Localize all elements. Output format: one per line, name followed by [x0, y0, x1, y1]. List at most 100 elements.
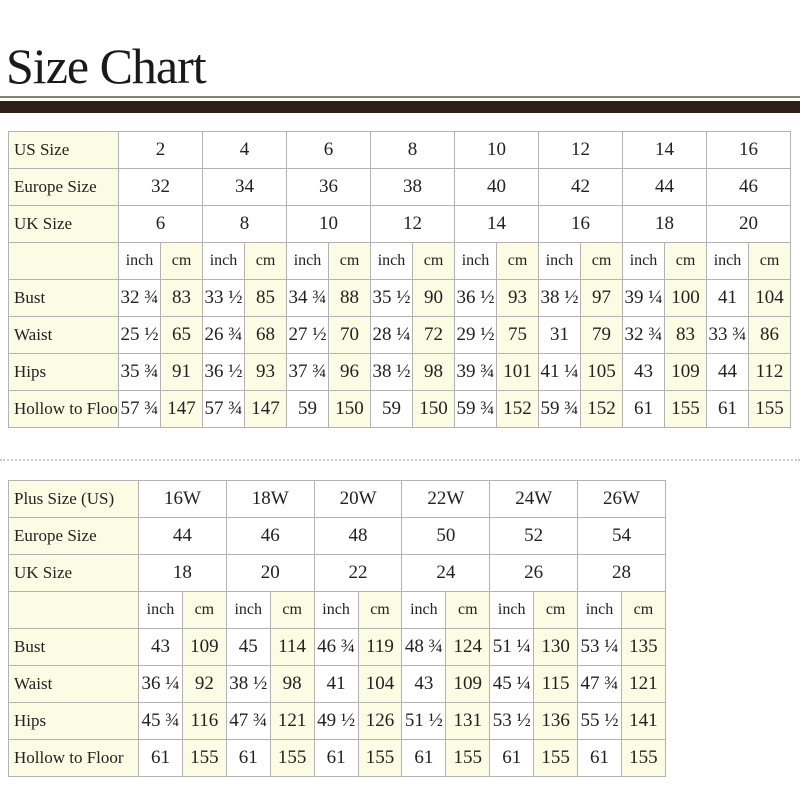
inch-value: 36 ½ [202, 353, 245, 391]
cm-value: 155 [445, 739, 491, 777]
cm-value: 130 [533, 628, 579, 666]
inch-value: 61 [401, 739, 447, 777]
row-label: Waist [8, 665, 139, 703]
cm-value: 83 [664, 316, 707, 354]
unit-cm: cm [269, 591, 315, 629]
size-cell: 16W [138, 480, 227, 518]
inch-value: 57 ¾ [118, 390, 161, 428]
inch-value: 45 [225, 628, 271, 666]
cm-value: 79 [580, 316, 623, 354]
inch-value: 55 ½ [577, 702, 622, 740]
size-cell: 44 [138, 517, 227, 555]
size-cell: 46 [225, 517, 315, 555]
cm-value: 147 [160, 390, 203, 428]
cm-value: 96 [328, 353, 371, 391]
size-cell: 10 [454, 131, 539, 169]
cm-value: 141 [620, 702, 666, 740]
unit-row-label [8, 242, 119, 280]
cm-value: 109 [445, 665, 491, 703]
size-cell: 50 [401, 517, 491, 555]
size-cell: 20W [313, 480, 403, 518]
inch-value: 59 ¾ [454, 390, 497, 428]
cm-value: 98 [412, 353, 455, 391]
size-cell: 26W [577, 480, 666, 518]
inch-value: 29 ½ [454, 316, 497, 354]
inch-value: 61 [706, 390, 749, 428]
unit-row: inch cm inch cm inch cm inch cm inch cm inch cm [8, 591, 666, 629]
unit-cm: cm [533, 591, 579, 629]
unit-cm: cm [620, 591, 666, 629]
unit-row: inch cm inch cm inch cm inch cm inch cm inch cm inch… [8, 242, 791, 280]
unit-row-label [8, 591, 139, 629]
measurement-row: Waist 36 ¼ 92 38 ½ 98 41 104 43 109 45 ¼ 115 47 ¾ 12… [8, 665, 666, 703]
measurement-row: Hips 45 ¾ 116 47 ¾ 121 49 ½ 126 51 ½ 131 53 ½ 136 5… [8, 702, 666, 740]
row-label: Hips [8, 353, 119, 391]
inch-value: 32 ¾ [622, 316, 665, 354]
inch-value: 36 ¼ [138, 665, 183, 703]
size-cell: 24 [401, 554, 491, 592]
size-cell: 20 [225, 554, 315, 592]
unit-inch: inch [577, 591, 622, 629]
header-row: Europe Size 32 34 36 38 40 42 44 46 [8, 168, 791, 206]
inch-value: 51 ¼ [489, 628, 535, 666]
size-cell: 22 [313, 554, 403, 592]
size-cell: 18 [622, 205, 707, 243]
unit-cm: cm [357, 591, 403, 629]
unit-cm: cm [412, 242, 455, 280]
inch-value: 57 ¾ [202, 390, 245, 428]
cm-value: 131 [445, 702, 491, 740]
size-cell: 16 [706, 131, 791, 169]
size-cell: 8 [370, 131, 455, 169]
size-cell: 14 [622, 131, 707, 169]
measurement-row: Bust 32 ¾ 83 33 ½ 85 34 ¾ 88 35 ½ 90 36 ½ 93 38 ½ 97… [8, 279, 791, 317]
size-cell: 18 [138, 554, 227, 592]
inch-value: 36 ½ [454, 279, 497, 317]
cm-value: 121 [620, 665, 666, 703]
inch-value: 61 [138, 739, 183, 777]
inch-value: 27 ½ [286, 316, 329, 354]
cm-value: 150 [328, 390, 371, 428]
cm-value: 150 [412, 390, 455, 428]
cm-value: 155 [533, 739, 579, 777]
unit-inch: inch [622, 242, 665, 280]
inch-value: 61 [489, 739, 535, 777]
size-cell: 36 [286, 168, 371, 206]
cm-value: 109 [664, 353, 707, 391]
size-cell: 6 [118, 205, 203, 243]
unit-inch: inch [118, 242, 161, 280]
inch-value: 51 ½ [401, 702, 447, 740]
unit-cm: cm [181, 591, 227, 629]
page-title: Size Chart [6, 38, 207, 94]
inch-value: 43 [401, 665, 447, 703]
row-label: Europe Size [8, 168, 119, 206]
cm-value: 75 [496, 316, 539, 354]
size-cell: 12 [370, 205, 455, 243]
inch-value: 44 [706, 353, 749, 391]
cm-value: 90 [412, 279, 455, 317]
size-cell: 14 [454, 205, 539, 243]
cm-value: 104 [357, 665, 403, 703]
cm-value: 105 [580, 353, 623, 391]
size-cell: 2 [118, 131, 203, 169]
inch-value: 43 [138, 628, 183, 666]
cm-value: 155 [181, 739, 227, 777]
inch-value: 41 ¼ [538, 353, 581, 391]
cm-value: 97 [580, 279, 623, 317]
cm-value: 85 [244, 279, 287, 317]
cm-value: 65 [160, 316, 203, 354]
inch-value: 33 ¾ [706, 316, 749, 354]
cm-value: 155 [748, 390, 791, 428]
inch-value: 34 ¾ [286, 279, 329, 317]
inch-value: 25 ½ [118, 316, 161, 354]
cm-value: 68 [244, 316, 287, 354]
cm-value: 114 [269, 628, 315, 666]
unit-cm: cm [664, 242, 707, 280]
inch-value: 53 ½ [489, 702, 535, 740]
plus-size-table: Plus Size (US) 16W 18W 20W 22W 24W 26W Europe S… [8, 480, 666, 777]
inch-value: 47 ¾ [225, 702, 271, 740]
row-label: Europe Size [8, 517, 139, 555]
size-cell: 32 [118, 168, 203, 206]
size-cell: 46 [706, 168, 791, 206]
measurement-row: Hollow to Floor 61 155 61 155 61 155 61 155 61 155… [8, 739, 666, 777]
